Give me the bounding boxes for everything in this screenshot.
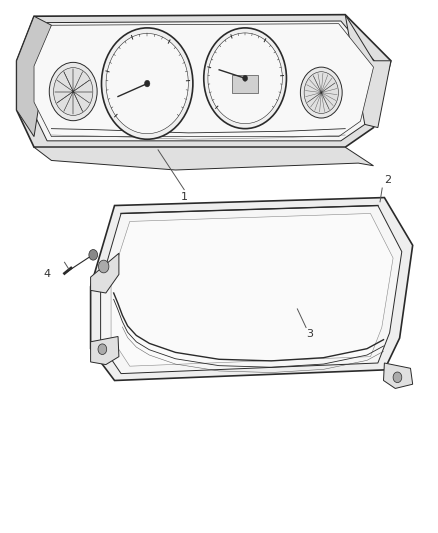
FancyBboxPatch shape <box>232 75 258 93</box>
Circle shape <box>300 67 342 118</box>
Circle shape <box>53 68 93 116</box>
Text: 1: 1 <box>181 192 187 202</box>
Polygon shape <box>34 23 374 136</box>
Text: 3: 3 <box>306 329 313 339</box>
Circle shape <box>393 372 402 383</box>
Circle shape <box>102 28 193 139</box>
Circle shape <box>98 344 107 354</box>
Polygon shape <box>111 214 393 366</box>
Circle shape <box>208 33 283 124</box>
Circle shape <box>89 249 98 260</box>
Polygon shape <box>91 253 119 293</box>
Text: 4: 4 <box>43 269 51 279</box>
Circle shape <box>99 260 109 273</box>
Circle shape <box>204 28 286 128</box>
Polygon shape <box>384 363 413 389</box>
Circle shape <box>106 34 188 134</box>
Polygon shape <box>345 14 391 127</box>
Text: 2: 2 <box>385 175 392 185</box>
Polygon shape <box>17 14 391 147</box>
Polygon shape <box>91 336 119 365</box>
Circle shape <box>49 62 97 120</box>
Polygon shape <box>30 21 378 141</box>
Polygon shape <box>34 147 374 170</box>
Circle shape <box>243 75 247 82</box>
Polygon shape <box>101 206 402 374</box>
Circle shape <box>304 72 339 114</box>
Polygon shape <box>91 198 413 381</box>
Polygon shape <box>17 16 51 136</box>
Circle shape <box>145 80 150 87</box>
